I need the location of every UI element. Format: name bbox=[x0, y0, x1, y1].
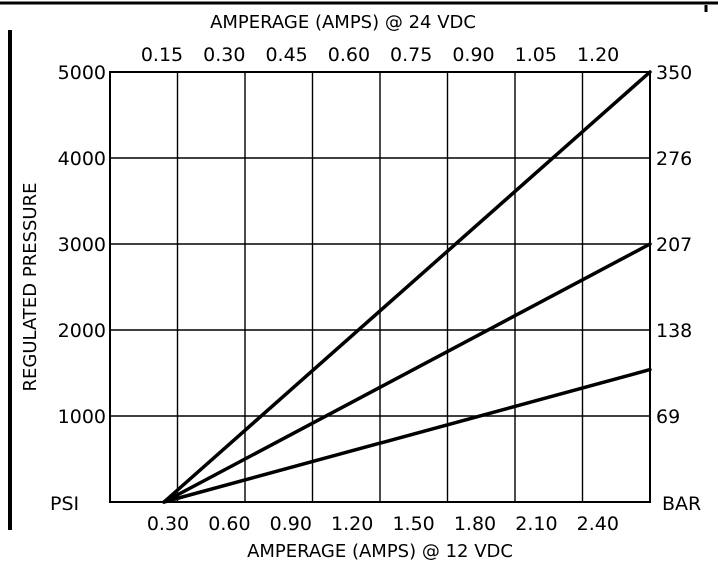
right-tick-label: 207 bbox=[656, 234, 692, 256]
top-tick-label: 1.20 bbox=[577, 44, 619, 66]
left-tick-label: 3000 bbox=[58, 234, 106, 256]
bottom-tick-label: 0.60 bbox=[208, 513, 250, 535]
left-axis-title: REGULATED PRESSURE bbox=[20, 183, 41, 392]
right-tick-label: 276 bbox=[656, 148, 692, 170]
bottom-tick-label: 0.90 bbox=[270, 513, 312, 535]
bottom-tick-label: 0.30 bbox=[147, 513, 189, 535]
left-unit-label: PSI bbox=[50, 493, 79, 515]
left-tick-label: 2000 bbox=[58, 320, 106, 342]
top-tick-label: 1.05 bbox=[515, 44, 557, 66]
bottom-tick-label: 1.80 bbox=[454, 513, 496, 535]
bottom-tick-label: 1.20 bbox=[331, 513, 373, 535]
bottom-axis-title: AMPERAGE (AMPS) @ 12 VDC bbox=[247, 541, 513, 562]
top-tick-label: 0.15 bbox=[141, 44, 183, 66]
bottom-tick-label: 1.50 bbox=[392, 513, 434, 535]
plot-frame bbox=[109, 71, 651, 503]
top-tick-label: 0.75 bbox=[390, 44, 432, 66]
top-tick-label: 0.30 bbox=[203, 44, 245, 66]
right-tick-label: 69 bbox=[656, 406, 680, 428]
tick-labels: 0.15 0.30 0.45 0.60 0.75 0.90 1.05 1.20 0.30 0.60… bbox=[58, 44, 693, 535]
series-line bbox=[162, 70, 652, 504]
bottom-tick-label: 2.10 bbox=[515, 513, 557, 535]
right-tick-label: 350 bbox=[656, 62, 692, 84]
series-lines bbox=[162, 70, 652, 504]
left-tick-label: 5000 bbox=[58, 62, 106, 84]
top-tick-label: 0.45 bbox=[265, 44, 307, 66]
top-tick-label: 0.60 bbox=[328, 44, 370, 66]
top-tick-label: 0.90 bbox=[452, 44, 494, 66]
left-tick-label: 4000 bbox=[58, 148, 106, 170]
series-line bbox=[162, 242, 652, 504]
left-tick-label: 1000 bbox=[58, 406, 106, 428]
bottom-tick-label: 2.40 bbox=[577, 513, 619, 535]
series-line bbox=[162, 367, 652, 504]
right-tick-label: 138 bbox=[656, 320, 692, 342]
top-axis-title: AMPERAGE (AMPS) @ 24 VDC bbox=[210, 12, 476, 33]
grid bbox=[110, 72, 650, 502]
right-unit-label: BAR bbox=[662, 493, 701, 515]
